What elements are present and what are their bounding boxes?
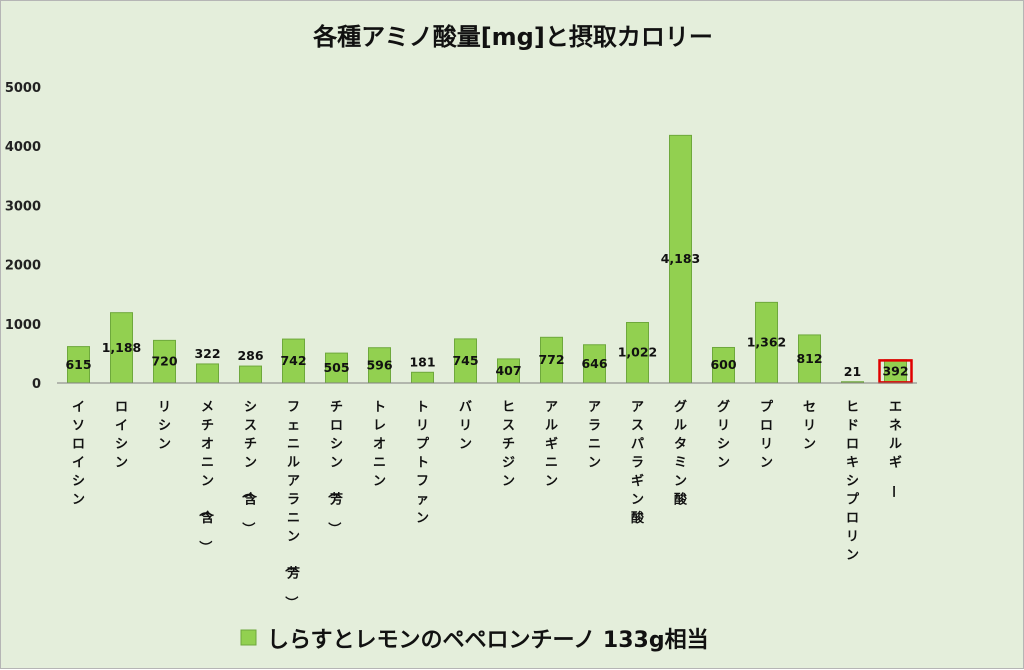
category-label: ヒスチジン — [502, 400, 515, 489]
category-label: チロシン（芳） — [326, 400, 343, 535]
category-label: グリシン — [717, 399, 730, 471]
data-label: 742 — [280, 353, 306, 368]
category-label: メチオニン（含） — [197, 400, 215, 554]
data-label: 392 — [882, 363, 908, 378]
bars: 615 1,188 720 322 286 742 505 596 181 745 407 772 64… — [65, 134, 913, 384]
highlight-box — [878, 359, 913, 384]
category-label: エネルギー — [885, 400, 902, 498]
bar — [239, 365, 262, 384]
category-label: ヒドロキシプロリン — [846, 400, 860, 563]
data-label: 720 — [151, 354, 177, 369]
bar — [196, 363, 219, 384]
chart-title: 各種アミノ酸量[mg]と摂取カロリー — [312, 23, 713, 51]
category-label: セリン — [803, 400, 816, 452]
data-label: 1,362 — [747, 335, 787, 350]
y-tick-label: 1000 — [5, 318, 41, 333]
category-label: トリプトファン — [416, 400, 430, 526]
data-label: 615 — [65, 357, 91, 372]
data-label: 505 — [323, 360, 349, 375]
y-tick-label: 0 — [32, 377, 41, 392]
y-tick-label: 3000 — [5, 199, 41, 214]
data-label: 745 — [452, 353, 478, 368]
category-label: イソロイシン — [72, 400, 85, 508]
legend-swatch — [240, 629, 257, 646]
category-label: グルタミン酸 — [674, 399, 688, 508]
data-label: 812 — [796, 351, 822, 366]
category-label: バリン — [459, 400, 472, 452]
data-label: 181 — [409, 354, 435, 369]
category-label: アラニン — [588, 400, 601, 471]
y-tick-label: 2000 — [5, 259, 41, 274]
data-label: 286 — [237, 348, 263, 363]
bar — [411, 371, 434, 384]
category-label: ロイシン — [115, 400, 128, 471]
y-tick-label: 4000 — [5, 140, 41, 155]
data-label: 646 — [581, 356, 607, 371]
category-label: アスパラギン酸 — [631, 400, 645, 526]
data-label: 4,183 — [661, 251, 701, 266]
y-tick-label: 5000 — [5, 81, 41, 96]
legend: しらすとレモンのペペロンチーノ 133g相当 — [240, 628, 709, 653]
category-label: リシン — [158, 400, 171, 452]
category-label: プロリン — [760, 400, 774, 471]
data-label: 407 — [495, 363, 521, 378]
category-label: シスチン（含） — [240, 400, 258, 535]
category-label: トレオニン — [373, 400, 386, 489]
data-label: 772 — [538, 352, 564, 367]
data-label: 21 — [844, 364, 861, 379]
data-label: 596 — [366, 357, 392, 372]
legend-label: しらすとレモンのペペロンチーノ 133g相当 — [267, 628, 709, 653]
y-axis: 0 1000 2000 3000 4000 5000 — [5, 81, 41, 392]
category-label: フェニルアラニン（芳） — [283, 400, 300, 609]
data-label: 1,188 — [102, 340, 142, 355]
data-label: 1,022 — [618, 345, 658, 360]
data-label: 600 — [710, 357, 736, 372]
x-axis: イソロイシン ロイシン リシン メチオニン（含） シスチン（含） フェニルアラニン（芳） チ… — [57, 382, 917, 609]
data-label: 322 — [194, 346, 220, 361]
category-label: アルギニン — [545, 400, 558, 489]
